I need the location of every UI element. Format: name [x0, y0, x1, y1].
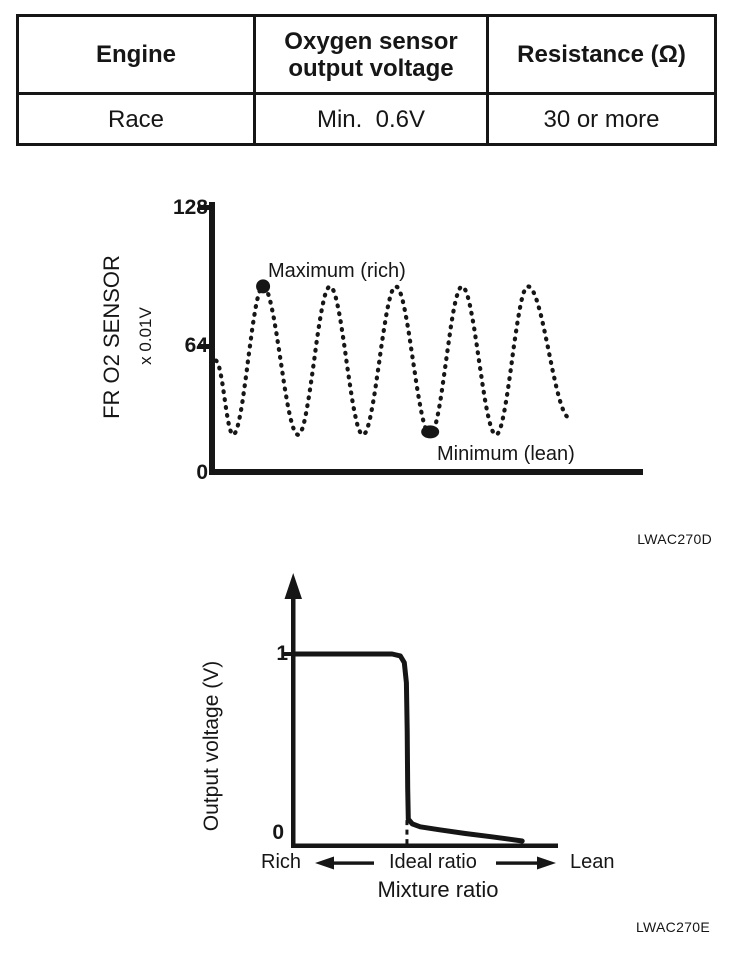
- y-axis-unit-label: x 0.01V: [136, 307, 155, 365]
- y-tick-label-0: 0: [272, 821, 284, 844]
- table-cell-resistance: 30 or more: [486, 95, 714, 143]
- y-tick-label-0: 0: [196, 461, 208, 484]
- table-header-o2-voltage: Oxygen sensor output voltage: [253, 17, 486, 95]
- lean-direction-arrow: [496, 856, 556, 870]
- minimum-lean-marker-dot: [421, 425, 440, 439]
- x-axis-line: [209, 469, 643, 475]
- y-tick-label-64: 64: [184, 334, 208, 357]
- y-tick-label-128: 128: [172, 196, 208, 219]
- table-header-resistance: Resistance (Ω): [486, 17, 714, 95]
- output-voltage-curve: [292, 651, 525, 844]
- x-annotation-ideal-ratio: Ideal ratio: [389, 851, 477, 873]
- right-arrowhead-icon: [537, 856, 556, 870]
- x-annotation-rich: Rich: [261, 851, 302, 873]
- table-cell-engine: Race: [107, 105, 165, 133]
- annotation-maximum-rich: Maximum (rich): [268, 260, 406, 282]
- figure-code-lwac270e: LWAC270E: [636, 919, 710, 935]
- annotation-minimum-lean: Minimum (lean): [437, 443, 575, 465]
- y-axis-title: FR O2 SENSOR: [99, 255, 124, 419]
- y-tick-label-1: 1: [276, 642, 288, 665]
- x-axis-line: [291, 843, 558, 848]
- y-axis-arrowhead-icon: [284, 573, 302, 599]
- y-axis-line: [291, 592, 296, 846]
- mixture-ratio-chart: [283, 573, 558, 870]
- spec-table: Engine Oxygen sensor output voltage Resi…: [16, 14, 717, 146]
- rich-direction-arrow: [315, 856, 374, 870]
- left-arrowhead-icon: [315, 856, 334, 870]
- o2-waveform-dotted-trace: [213, 284, 573, 438]
- y-axis-title: Output voltage (V): [200, 660, 223, 832]
- figure-code-lwac270d: LWAC270D: [637, 531, 712, 547]
- x-annotation-lean: Lean: [570, 851, 615, 873]
- table-cell-o2-voltage: Min. 0.6V: [253, 95, 486, 143]
- x-axis-title: Mixture ratio: [377, 877, 499, 902]
- table-header-engine: Engine: [19, 17, 253, 95]
- y-axis-line: [209, 202, 215, 475]
- o2-waveform-chart: [198, 202, 643, 475]
